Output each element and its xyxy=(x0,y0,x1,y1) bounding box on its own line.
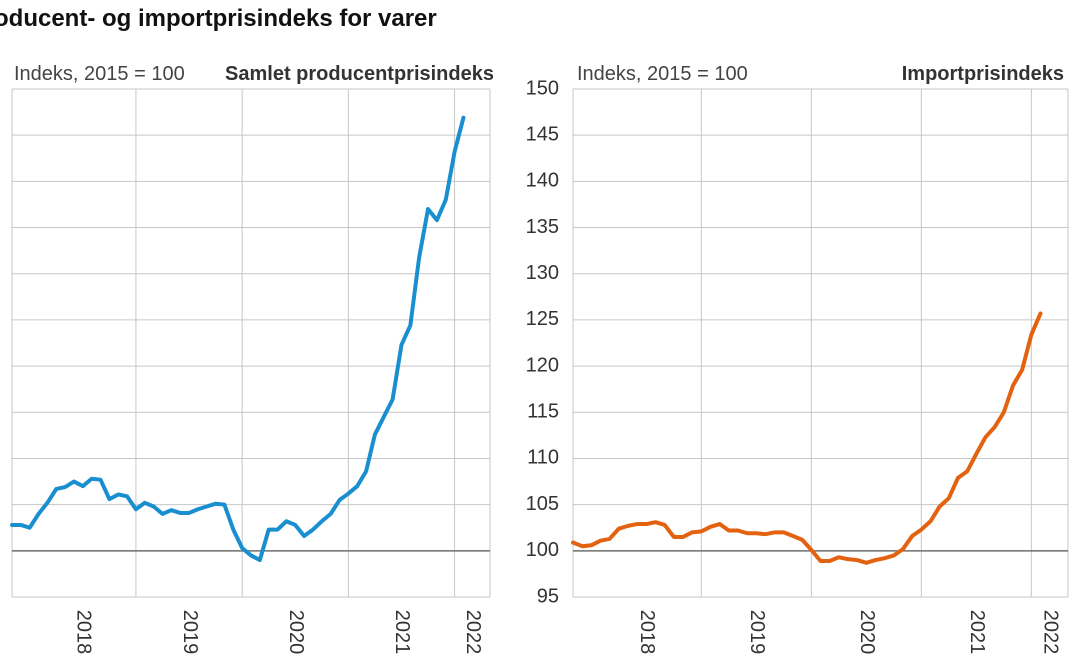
ppi-x-tick-labels: 2018 2019 2020 2021 2022 xyxy=(73,610,484,655)
import-x-tick-label: 2022 xyxy=(1039,610,1061,655)
import-x-tick-label: 2021 xyxy=(966,610,988,655)
import-x-tick-labels: 2018 2019 2020 2021 2022 xyxy=(636,610,1061,655)
import-x-tick-label: 2019 xyxy=(746,610,768,655)
import-y-axis-label: Indeks, 2015 = 100 xyxy=(577,63,748,85)
import-y-tick-label: 105 xyxy=(526,493,559,515)
import-gridlines xyxy=(572,88,1069,598)
import-y-tick-label: 130 xyxy=(526,262,559,284)
import-y-tick-label: 115 xyxy=(527,401,559,423)
import-y-tick-labels: 95 100 105 110 115 120 125 130 135 140 145 150 xyxy=(526,77,559,607)
import-series-line xyxy=(571,311,1043,565)
ppi-x-tick-label: 2019 xyxy=(179,610,201,655)
import-y-tick-label: 145 xyxy=(526,123,559,145)
import-y-tick-label: 100 xyxy=(526,539,559,561)
import-x-tick-label: 2020 xyxy=(856,610,878,655)
ppi-y-axis-label: Indeks, 2015 = 100 xyxy=(14,63,185,85)
ppi-x-tick-label: 2022 xyxy=(462,610,484,655)
ppi-x-tick-label: 2021 xyxy=(391,610,413,655)
import-y-tick-label: 120 xyxy=(526,354,559,376)
import-y-tick-label: 110 xyxy=(527,447,559,469)
import-chart: 2018 2019 2020 2021 2022 95 100 105 110 115 120 12… xyxy=(526,63,1069,655)
import-chart-title: Importprisindeks xyxy=(902,63,1064,85)
import-y-tick-label: 135 xyxy=(526,216,559,238)
import-x-tick-label: 2018 xyxy=(636,610,658,655)
ppi-series-line xyxy=(10,115,466,563)
import-y-tick-label: 140 xyxy=(526,170,559,192)
ppi-gridlines xyxy=(11,88,491,598)
ppi-chart-title: Samlet producentprisindeks xyxy=(225,63,494,85)
ppi-x-tick-label: 2018 xyxy=(73,610,95,655)
ppi-chart: 2018 2019 2020 2021 2022 Indeks, 2015 = 100 … xyxy=(10,63,494,655)
ppi-x-tick-label: 2020 xyxy=(285,610,307,655)
import-y-tick-label: 150 xyxy=(526,77,559,99)
import-y-tick-label: 95 xyxy=(537,585,559,607)
page-title: oducent- og importprisindeks for varer xyxy=(0,5,437,32)
import-y-tick-label: 125 xyxy=(526,308,559,330)
